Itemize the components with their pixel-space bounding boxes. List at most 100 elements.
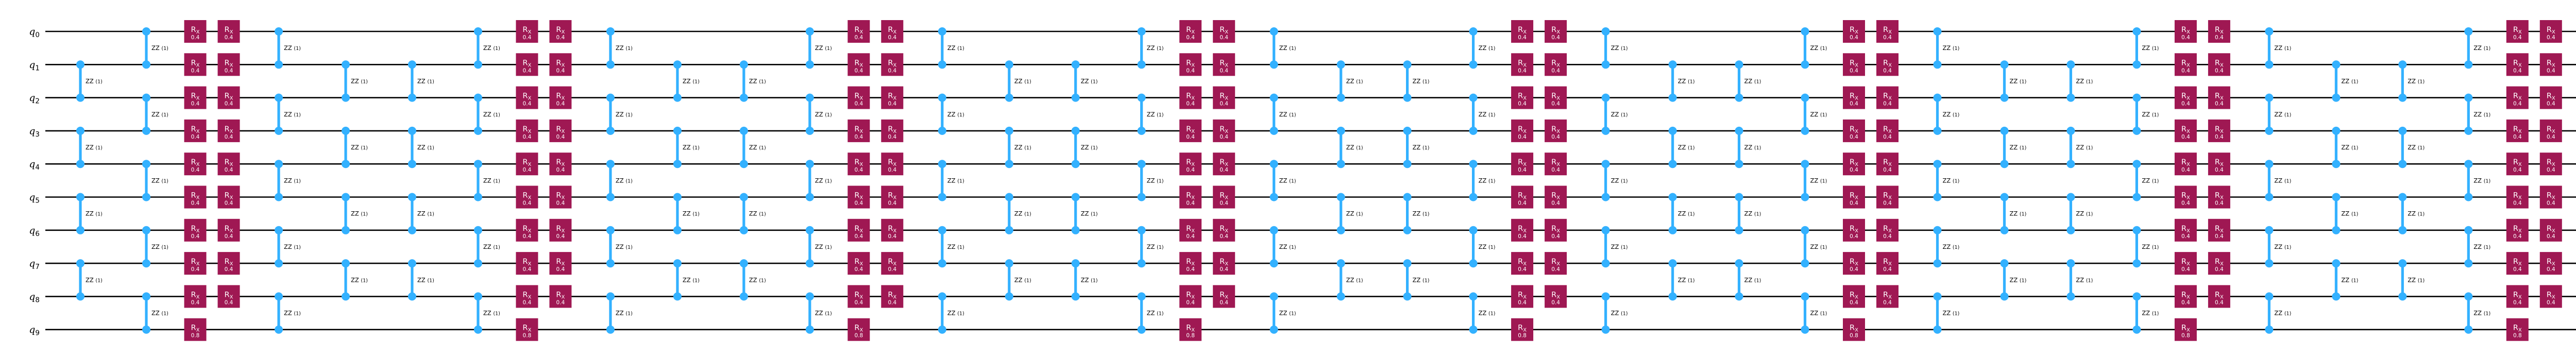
zz-control-dot: [275, 325, 283, 334]
rx-gate-label: RX: [2547, 59, 2555, 68]
zz-gate-label: ZZ (1): [1279, 111, 1296, 118]
rx-gate-label: RX: [225, 158, 233, 167]
zz-gate-label: ZZ (1): [616, 111, 633, 118]
zz-control-dot: [1601, 27, 1610, 36]
rx-gate: RX0.4: [184, 218, 207, 242]
zz-control-dot: [142, 193, 150, 201]
zz-gate-label: ZZ (1): [1014, 276, 1031, 283]
zz-control-dot: [1005, 126, 1013, 135]
zz-control-dot: [1668, 126, 1677, 135]
zz-control-dot: [2000, 93, 2009, 102]
rx-gate-value: 0.4: [1883, 67, 1892, 74]
rx-gate: RX0.4: [1179, 252, 1202, 275]
qubit-label: q3: [29, 125, 40, 139]
zz-gate-label: ZZ (1): [2274, 177, 2291, 184]
rx-gate-label: RX: [1219, 158, 1228, 167]
zz-control-dot: [342, 226, 350, 234]
rx-gate-value: 0.4: [556, 200, 565, 207]
zz-gate-label: ZZ (1): [1081, 77, 1098, 84]
rx-gate-value: 0.4: [225, 299, 233, 306]
rx-gate: RX0.4: [1876, 86, 1899, 109]
zz-control-dot: [1269, 27, 1278, 36]
zz-control-dot: [606, 126, 615, 135]
zz-control-dot: [1801, 27, 1809, 36]
rx-gate: RX0.4: [2174, 119, 2197, 142]
rx-gate-box: [1213, 20, 1235, 43]
zz-gate-label: ZZ (1): [1279, 44, 1296, 52]
zz-control-dot: [142, 259, 150, 268]
zz-control-dot: [1469, 193, 1478, 201]
rx-gate-box: [1876, 252, 1899, 275]
rx-gate-value: 0.4: [523, 167, 532, 173]
rx-gate-label: RX: [2181, 258, 2190, 267]
zz-control-dot: [1336, 126, 1345, 135]
rx-gate-value: 0.4: [1518, 299, 1527, 306]
zz-control-dot: [1269, 226, 1278, 234]
rx-gate-box: [1179, 53, 1202, 76]
rx-gate-label: RX: [1551, 158, 1560, 167]
rx-gate-box: [1545, 285, 1567, 308]
zz-control-dot: [938, 226, 946, 234]
rx-gate-box: [2506, 119, 2529, 142]
zz-control-dot: [938, 93, 946, 102]
zz-gate-label: ZZ (1): [2142, 44, 2159, 52]
rx-gate-label: RX: [2181, 324, 2190, 333]
rx-gate: RX0.4: [1213, 53, 1235, 76]
zz-control-dot: [1601, 126, 1610, 135]
rx-gate-box: [848, 53, 870, 76]
zz-control-dot: [1668, 193, 1677, 201]
zz-gate-label: ZZ (1): [2408, 276, 2425, 283]
rx-gate: RX0.4: [848, 252, 870, 275]
zz-gate-label: ZZ (1): [483, 44, 500, 52]
zz-gate-label: ZZ (1): [2341, 276, 2358, 283]
rx-gate: RX0.4: [1545, 119, 1567, 142]
rx-gate-value: 0.4: [2215, 233, 2224, 240]
zz-control-dot: [2000, 226, 2009, 234]
zz-control-dot: [805, 325, 814, 334]
zz-gate-label: ZZ (1): [1081, 210, 1098, 217]
rx-gate-box: [1545, 86, 1567, 109]
zz-gate-label: ZZ (1): [1744, 210, 1761, 217]
zz-control-dot: [473, 126, 482, 135]
rx-gate-box: [549, 53, 572, 76]
zz-control-dot: [1071, 259, 1080, 268]
rx-gate-value: 0.4: [1518, 101, 1527, 107]
rx-gate-label: RX: [522, 324, 531, 333]
rx-gate-value: 0.4: [556, 266, 565, 273]
zz-control-dot: [2464, 27, 2473, 36]
zz-gate-label: ZZ (1): [151, 243, 168, 250]
rx-gate-box: [1511, 185, 1534, 209]
zz-control-dot: [2464, 292, 2473, 301]
rx-gate: RX0.4: [881, 285, 904, 308]
rx-gate: RX0.4: [516, 218, 538, 242]
zz-gate-label: ZZ (1): [1678, 276, 1695, 283]
rx-gate: RX0.4: [2539, 86, 2562, 109]
zz-control-dot: [2066, 259, 2075, 268]
zz-control-dot: [1071, 226, 1080, 234]
rx-gate-box: [2539, 20, 2562, 43]
rx-gate-label: RX: [1850, 125, 1858, 134]
rx-gate-box: [516, 119, 538, 142]
rx-gate-value: 0.4: [1551, 299, 1560, 306]
rx-gate: RX0.4: [217, 218, 240, 242]
rx-gate-box: [1843, 252, 1865, 275]
zz-gate-label: ZZ (1): [2076, 210, 2093, 217]
zz-control-dot: [76, 160, 84, 168]
zz-gate-label: ZZ (1): [2473, 310, 2490, 317]
rx-gate-label: RX: [1219, 92, 1228, 102]
zz-control-dot: [2265, 27, 2274, 36]
rx-gate-label: RX: [522, 258, 531, 267]
rx-gate: RX0.4: [516, 20, 538, 43]
rx-gate-value: 0.4: [191, 233, 200, 240]
zz-gate-label: ZZ (1): [1943, 111, 1960, 118]
rx-gate-label: RX: [1850, 26, 1858, 35]
rx-gate-value: 0.4: [1883, 266, 1892, 273]
rx-gate-value: 0.4: [1186, 167, 1195, 173]
rx-gate-value: 0.4: [2215, 101, 2224, 107]
qubit-label: q9: [29, 324, 40, 337]
zz-control-dot: [275, 27, 283, 36]
zz-gate-label: ZZ (1): [683, 210, 700, 217]
rx-gate-box: [549, 86, 572, 109]
rx-gate-label: RX: [1219, 192, 1228, 201]
rx-gate-box: [2174, 285, 2197, 308]
